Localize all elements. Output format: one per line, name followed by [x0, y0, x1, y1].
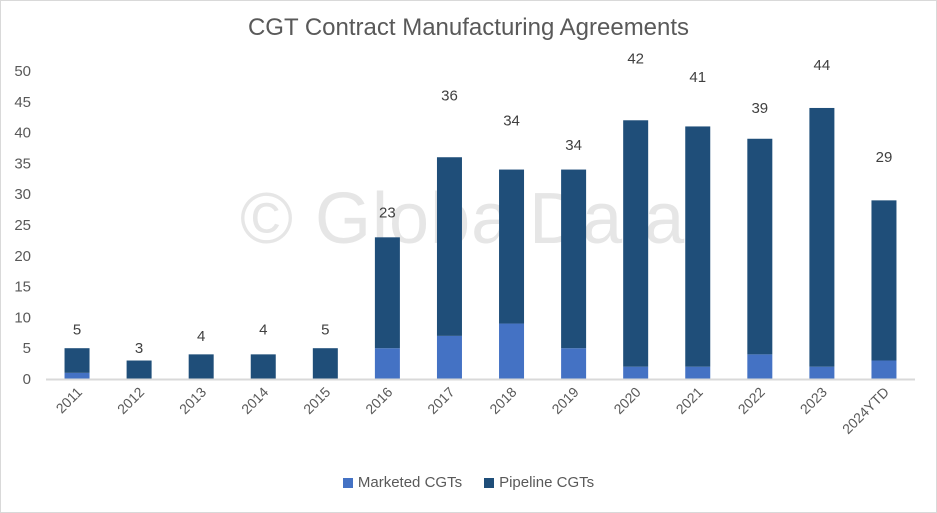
x-tick-label: 2011	[53, 384, 86, 417]
y-tick-label: 50	[14, 63, 31, 80]
bar-marketed	[747, 354, 773, 379]
bar-marketed	[374, 348, 400, 379]
chart-title: CGT Contract Manufacturing Agreements	[247, 14, 690, 41]
bar-marketed	[871, 360, 897, 379]
bar-pipeline	[250, 354, 276, 379]
x-tick-label: 2020	[610, 384, 643, 417]
bar-marketed	[436, 335, 462, 379]
y-tick-label: 15	[14, 279, 31, 296]
total-label: 41	[689, 69, 706, 86]
y-tick-label: 45	[14, 94, 31, 111]
total-label: 44	[814, 57, 831, 74]
y-tick-label: 0	[23, 371, 31, 388]
x-tick-label: 2018	[486, 384, 519, 417]
bar-pipeline	[499, 169, 525, 324]
total-label: 34	[503, 112, 520, 129]
legend-swatch-pipeline	[484, 477, 495, 488]
bar-pipeline	[64, 348, 90, 373]
y-tick-label: 40	[14, 125, 31, 142]
bar-pipeline	[561, 169, 587, 349]
x-tick-label: 2022	[735, 384, 768, 417]
total-label: 5	[73, 322, 81, 339]
bar-pipeline	[685, 126, 711, 367]
x-tick-label: 2014	[238, 384, 271, 417]
bar-pipeline	[374, 237, 400, 349]
total-label: 4	[197, 328, 205, 345]
bar-pipeline	[747, 138, 773, 355]
y-tick-label: 10	[14, 309, 31, 326]
bar-pipeline	[312, 348, 338, 379]
x-tick-label: 2021	[673, 384, 706, 417]
x-tick-label: 2016	[362, 384, 395, 417]
y-tick-label: 5	[23, 340, 31, 357]
x-tick-label: 2015	[300, 384, 333, 417]
legend-item-marketed: Marketed CGTs	[342, 474, 463, 491]
total-label: 36	[441, 88, 458, 105]
x-tick-label: 2017	[424, 384, 457, 417]
legend-label-marketed: Marketed CGTs	[357, 474, 463, 491]
bar-pipeline	[809, 107, 835, 367]
total-label: 3	[135, 340, 143, 357]
bar-pipeline	[188, 354, 214, 379]
x-tick-label: 2012	[114, 384, 147, 417]
total-label: 39	[751, 100, 768, 117]
legend: Marketed CGTs Pipeline CGTs	[0, 474, 937, 491]
x-tick-label: 2023	[797, 384, 830, 417]
bar-pipeline	[436, 157, 462, 336]
legend-swatch-marketed	[342, 477, 353, 488]
total-label: 23	[379, 205, 396, 222]
y-tick-label: 30	[14, 186, 31, 203]
y-tick-label: 25	[14, 217, 31, 234]
bar-pipeline	[126, 360, 152, 379]
watermark: © GlobalData	[240, 179, 686, 259]
bar-marketed	[809, 366, 835, 379]
bar-marketed	[64, 372, 90, 379]
x-tick-label: 2019	[548, 384, 581, 417]
total-label: 42	[627, 51, 644, 68]
bar-pipeline	[871, 200, 897, 361]
bar-pipeline	[623, 120, 649, 367]
bar-marketed	[685, 366, 711, 379]
bar-marketed	[623, 366, 649, 379]
legend-label-pipeline: Pipeline CGTs	[499, 474, 595, 491]
bar-marketed	[499, 323, 525, 379]
y-tick-label: 35	[14, 155, 31, 172]
x-tick-label: 2013	[176, 384, 209, 417]
total-label: 4	[259, 322, 267, 339]
y-tick-label: 20	[14, 248, 31, 265]
x-tick-label: 2024YTD	[839, 384, 892, 437]
total-label: 34	[565, 137, 582, 154]
legend-item-pipeline: Pipeline CGTs	[484, 474, 594, 491]
bar-marketed	[561, 348, 587, 379]
total-label: 29	[876, 149, 893, 166]
total-label: 5	[321, 322, 329, 339]
